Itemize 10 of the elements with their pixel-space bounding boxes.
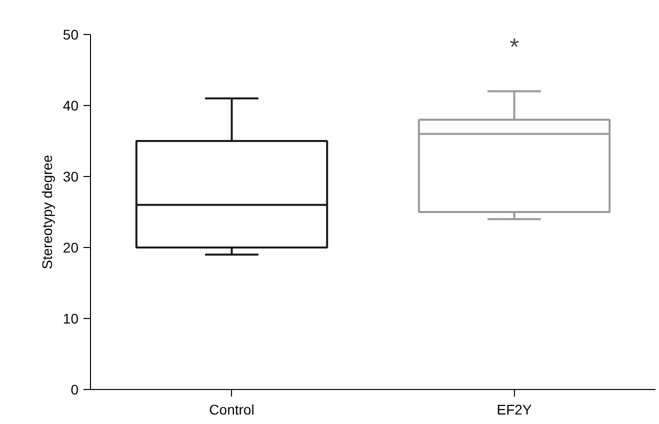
y-tick-label: 10 (62, 310, 79, 326)
y-tick-label: 30 (62, 168, 79, 184)
x-tick-label: EF2Y (496, 402, 532, 418)
annotation: * (510, 34, 519, 61)
y-tick-label: 20 (62, 240, 79, 256)
y-axis-title: Stereotypy degree (38, 154, 55, 270)
y-tick-label: 40 (62, 98, 79, 114)
y-tick-label: 0 (70, 382, 79, 398)
x-tick-label: Control (209, 402, 254, 418)
y-tick-label: 50 (62, 26, 79, 42)
